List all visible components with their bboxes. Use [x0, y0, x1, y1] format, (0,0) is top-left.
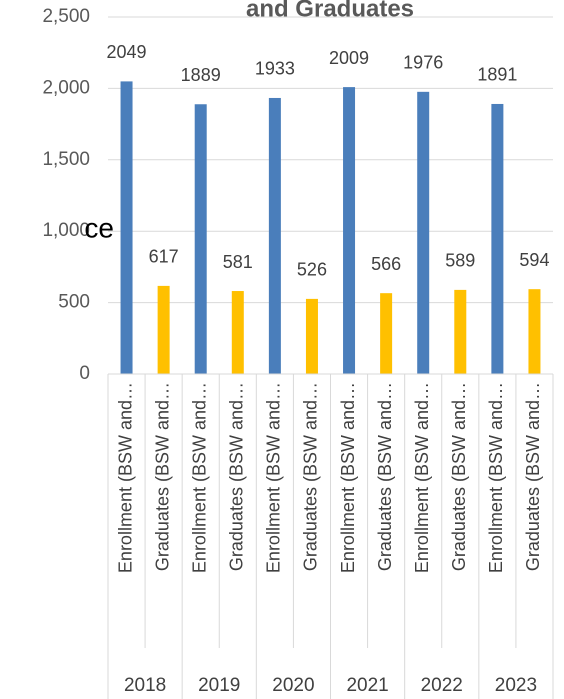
- x-category-label: Enrollment (BSW and…: [189, 382, 209, 573]
- data-label: 526: [297, 260, 327, 280]
- x-group-label: 2023: [495, 675, 537, 696]
- x-category-label: Graduates (BSW and…: [152, 382, 172, 571]
- y-tick-label: 2,500: [42, 6, 90, 27]
- data-label: 581: [223, 252, 253, 272]
- x-category-label: Graduates (BSW and…: [375, 382, 395, 571]
- data-label: 1891: [477, 65, 517, 85]
- y-tick-label: 2,000: [42, 77, 90, 98]
- y-tick-label: 1,500: [42, 149, 90, 170]
- x-group-label: 2018: [124, 675, 166, 696]
- x-category-label: Enrollment (BSW and…: [486, 382, 506, 573]
- bar: [231, 291, 244, 374]
- x-group-label: 2022: [421, 675, 463, 696]
- bar: [417, 91, 430, 374]
- bar: [491, 103, 504, 374]
- data-label: 1933: [255, 59, 295, 79]
- bar: [305, 298, 318, 374]
- x-category-label: Enrollment (BSW and…: [338, 382, 358, 573]
- bar: [157, 285, 170, 374]
- data-label: 594: [519, 250, 549, 270]
- data-label: 2049: [107, 42, 147, 62]
- bar: [343, 87, 356, 374]
- data-label: 1976: [403, 53, 443, 73]
- x-group-label: 2021: [346, 675, 388, 696]
- x-category-label: Enrollment (BSW and…: [264, 382, 284, 573]
- data-label: 589: [445, 251, 475, 271]
- y-tick-label: 0: [79, 363, 90, 384]
- bar: [120, 81, 133, 374]
- bar: [528, 289, 541, 374]
- y-tick-label: 1,000: [42, 220, 90, 241]
- data-label: 2009: [329, 48, 369, 68]
- bar: [454, 289, 467, 374]
- x-category-label: Graduates (BSW and…: [449, 382, 469, 571]
- x-category-label: Graduates (BSW and…: [227, 382, 247, 571]
- bar: [268, 97, 281, 375]
- bar: [194, 104, 207, 375]
- y-axis-label: ce: [84, 212, 114, 243]
- data-label: 1889: [181, 65, 221, 85]
- y-tick-label: 500: [58, 292, 90, 313]
- x-group-label: 2020: [272, 675, 314, 696]
- chart-title: and Graduates: [246, 0, 414, 22]
- data-label: 617: [149, 247, 179, 267]
- x-category-label: Graduates (BSW and…: [301, 382, 321, 571]
- bar: [380, 293, 393, 374]
- x-category-label: Enrollment (BSW and…: [115, 382, 135, 573]
- data-label: 566: [371, 254, 401, 274]
- x-category-label: Enrollment (BSW and…: [412, 382, 432, 573]
- x-category-label: Graduates (BSW and…: [523, 382, 543, 571]
- x-group-label: 2019: [198, 675, 240, 696]
